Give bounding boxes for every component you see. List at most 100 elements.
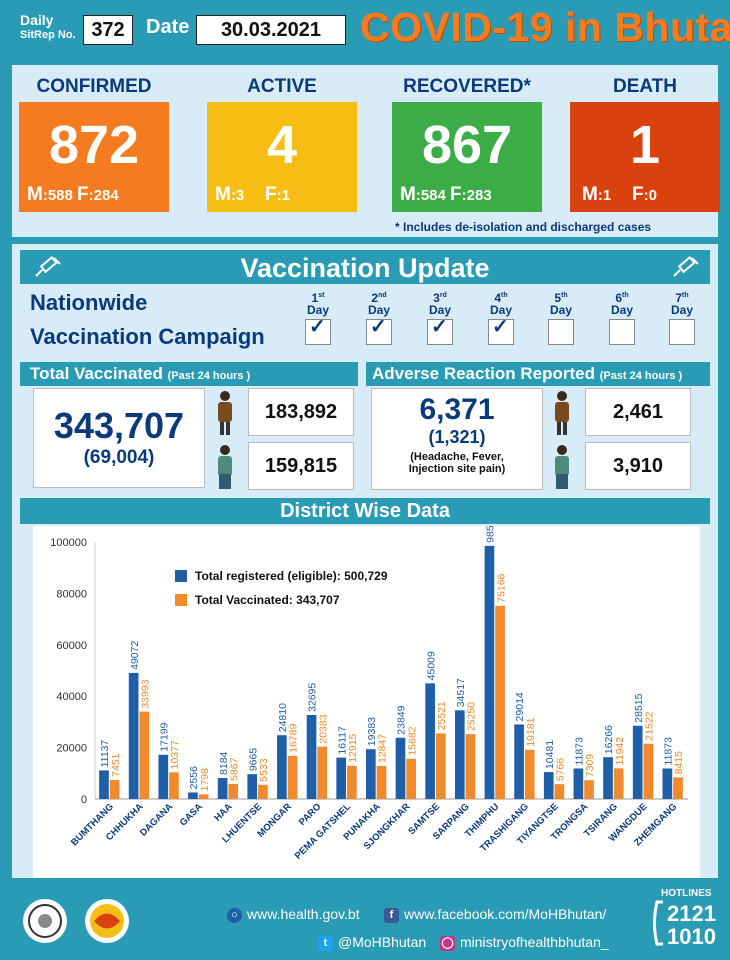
campaign-line-2: Vaccination Campaign — [30, 324, 265, 349]
instagram-icon: ◯ — [440, 935, 455, 951]
instagram-link[interactable]: ◯ ministryofhealthbhutan_ — [440, 934, 609, 951]
bar-value-label: 19181 — [525, 717, 537, 746]
date-label: Date — [146, 16, 190, 38]
bar-value-label: 25250 — [466, 702, 478, 731]
vaccination-title: Vaccination Update — [240, 253, 490, 283]
female-person-icon — [214, 444, 236, 495]
bar-vaccinated — [228, 783, 239, 799]
confirmed-title: CONFIRMED — [36, 76, 152, 97]
bar-value-label: 29014 — [514, 692, 526, 721]
bar-registered — [603, 757, 613, 799]
day-2: 2nd Day ✓ — [363, 290, 395, 345]
bar-value-label: 10481 — [544, 740, 556, 769]
total-vaccinated-24h: (69,004) — [83, 447, 155, 468]
recovered-gender: M:584 F:283 — [400, 184, 492, 205]
bar-value-label: 11942 — [614, 737, 626, 766]
legend-swatch — [175, 570, 187, 582]
bar-value-label: 45009 — [425, 651, 437, 680]
bar-vaccinated — [109, 779, 120, 799]
bar-vaccinated — [465, 734, 476, 799]
bar-registered — [543, 772, 554, 799]
government-emblem-icon — [84, 898, 130, 949]
bar-value-label: 5533 — [258, 758, 270, 782]
bar-vaccinated — [584, 780, 594, 799]
bar-value-label: 11137 — [99, 740, 111, 768]
female-vaccinated-value: 159,815 — [248, 442, 354, 490]
adverse-female-value: 3,910 — [585, 442, 691, 490]
death-gender: M:1 F:0 — [582, 184, 657, 205]
active-gender: M:3 F:1 — [215, 184, 290, 205]
hotline-2[interactable]: 1010 — [667, 924, 716, 949]
bar-value-label: 28515 — [633, 693, 645, 722]
bar-registered — [217, 777, 228, 799]
check-icon: ✓ — [309, 316, 326, 338]
bar-vaccinated — [435, 733, 446, 799]
moh-emblem-icon — [22, 898, 68, 949]
bar-vaccinated — [376, 765, 387, 799]
bar-registered — [188, 792, 198, 799]
active-title: ACTIVE — [247, 76, 317, 97]
recovered-footnote: * Includes de-isolation and discharged c… — [395, 220, 652, 234]
facebook-link[interactable]: f www.facebook.com/MoHBhutan/ — [384, 906, 606, 923]
bar-vaccinated — [169, 772, 179, 799]
hotline-1[interactable]: 2121 — [667, 901, 716, 926]
chart-title: District Wise Data — [280, 500, 450, 522]
bar-value-label: 98514 — [485, 526, 497, 543]
syringe-icon — [34, 256, 62, 284]
adverse-reaction-banner: Adverse Reaction Reported (Past 24 hours… — [366, 362, 710, 386]
y-tick-label: 80000 — [56, 588, 87, 600]
total-vaccinated-box: 343,707 (69,004) — [33, 388, 205, 488]
bar-vaccinated — [198, 794, 209, 799]
bar-value-label: 15682 — [406, 726, 418, 755]
y-tick-label: 40000 — [56, 691, 87, 703]
bar-value-label: 5867 — [228, 757, 240, 781]
hotlines-box: HOTLINES 2121 1010 — [647, 886, 717, 956]
adverse-24h: (1,321) — [428, 427, 486, 447]
confirmed-card: 872 M:588 F:284 — [19, 102, 169, 212]
sitrep-number: 372 — [83, 15, 133, 45]
bar-value-label: 7309 — [584, 754, 596, 778]
bar-value-label: 20383 — [317, 714, 329, 743]
death-value: 1 — [629, 115, 661, 175]
date-value: 30.03.2021 — [196, 15, 346, 45]
bar-vaccinated — [673, 777, 683, 799]
phone-icon — [651, 900, 665, 951]
male-vaccinated-value: 183,892 — [248, 388, 354, 436]
page-title: COVID-19 in Bhutan — [360, 4, 730, 50]
bar-value-label: 8415 — [673, 751, 685, 775]
bar-vaccinated — [287, 755, 298, 799]
district-chart: 0 20000 40000 60000 80000 100000 11137 7451 BUMT… — [33, 513, 700, 878]
legend-label: Total Vaccinated: 343,707 — [195, 593, 340, 607]
y-tick-label: 0 — [81, 794, 87, 806]
bar-value-label: 19383 — [366, 717, 378, 746]
x-tick-label: DAGANA — [138, 801, 175, 838]
bar-value-label: 11873 — [663, 737, 675, 766]
bar-value-label: 16789 — [288, 723, 300, 752]
day-3: 3rd Day ✓ — [424, 290, 456, 345]
bar-registered — [99, 770, 109, 799]
bar-registered — [573, 768, 584, 799]
bar-registered — [484, 545, 495, 799]
bar-vaccinated — [406, 758, 416, 799]
bar-vaccinated — [258, 784, 268, 799]
bar-value-label: 9665 — [247, 748, 259, 772]
bar-registered — [128, 672, 139, 799]
bar-value-label: 10377 — [169, 740, 181, 769]
bar-registered — [662, 768, 673, 799]
day-4: 4th Day ✓ — [485, 290, 517, 345]
hotlines-label: HOTLINES — [661, 888, 712, 899]
bar-registered — [306, 714, 317, 799]
bar-value-label: 17199 — [158, 722, 170, 751]
legend-swatch — [175, 594, 187, 606]
total-vaccinated-value: 343,707 — [53, 405, 185, 446]
bar-value-label: 32695 — [307, 683, 319, 712]
twitter-link[interactable]: t @MoHBhutan — [318, 934, 426, 951]
bar-value-label: 25521 — [436, 701, 448, 730]
website-link[interactable]: ○ www.health.gov.bt — [227, 906, 360, 923]
adverse-male-value: 2,461 — [585, 388, 691, 436]
bar-vaccinated — [495, 605, 505, 799]
bar-value-label: 11873 — [574, 737, 586, 766]
bar-value-label: 21522 — [644, 711, 656, 740]
bar-registered — [366, 749, 376, 799]
y-tick-label: 20000 — [56, 743, 87, 755]
